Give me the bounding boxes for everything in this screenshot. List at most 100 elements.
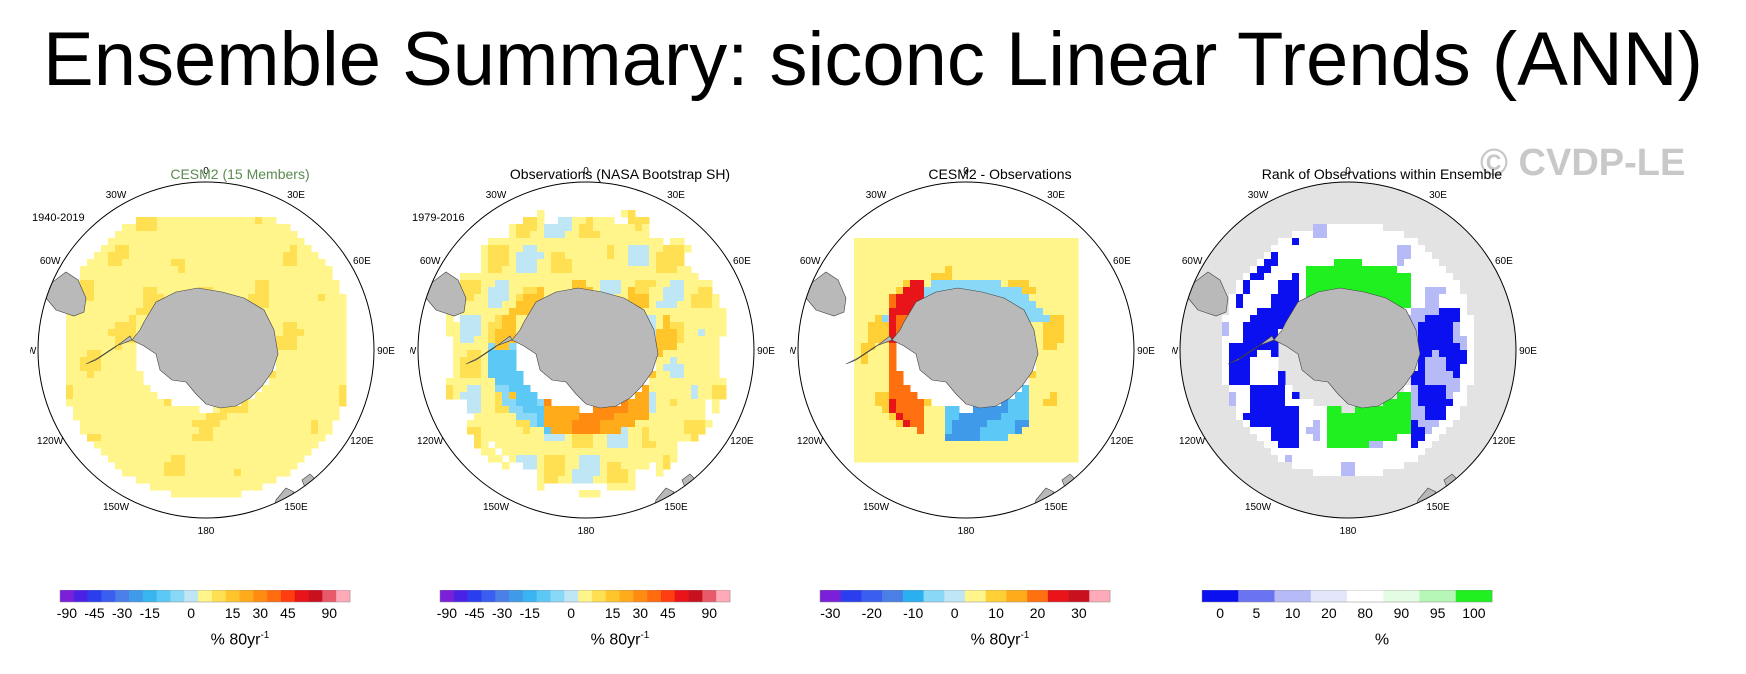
longitude-label: 180 — [578, 526, 595, 537]
antarctica — [1273, 287, 1421, 409]
longitude-label: 150W — [483, 502, 510, 513]
polar-map: 0 30E 60E 90E 120E 150E 180 150W 120W 90W 60W 30W — [790, 166, 1155, 537]
longitude-label: 60E — [1495, 256, 1513, 267]
colorbar-tick-label: 15 — [605, 605, 621, 621]
colorbar-swatch — [902, 590, 924, 602]
longitude-label: 30W — [106, 190, 127, 201]
colorbar-tick-label: -15 — [140, 605, 160, 621]
longitude-label: 0 — [963, 166, 969, 177]
colorbar: -90 -45 -30 -15 0 15 30 45 90 — [437, 590, 731, 621]
colorbar-swatch — [861, 590, 883, 602]
colorbar-tick-label: 95 — [1430, 605, 1446, 621]
colorbar-tick-label: -90 — [437, 605, 457, 621]
longitude-label: 30E — [287, 190, 305, 201]
longitude-label: 180 — [198, 526, 215, 537]
longitude-label: 90E — [377, 346, 395, 357]
longitude-label: 150E — [284, 502, 308, 513]
colorbar-tick-label: 90 — [701, 605, 717, 621]
colorbar-tick-label: -30 — [820, 605, 840, 621]
longitude-label: 90W — [790, 346, 797, 357]
longitude-label: 90W — [410, 346, 417, 357]
colorbar-swatch — [1027, 590, 1049, 602]
colorbar-tick-label: -30 — [112, 605, 132, 621]
colorbar-swatch — [882, 590, 904, 602]
colorbar-swatch — [840, 590, 862, 602]
colorbar-swatch — [253, 590, 268, 602]
colorbar-swatch — [591, 590, 607, 602]
colorbar-swatch — [702, 590, 717, 602]
longitude-label: 180 — [958, 526, 975, 537]
longitude-label: 30E — [667, 190, 685, 201]
longitude-label: 30E — [1047, 190, 1065, 201]
colorbar-tick-label: -90 — [57, 605, 77, 621]
units-text: % — [1374, 631, 1390, 649]
colorbar-swatch — [619, 590, 634, 602]
longitude-label: 60E — [353, 256, 371, 267]
colorbar-swatch — [142, 590, 157, 602]
panel-title: Observations (NASA Bootstrap SH) — [509, 166, 731, 182]
colorbar-swatch — [280, 590, 296, 602]
colorbar-tick-label: 90 — [1394, 605, 1410, 621]
colorbar-swatch — [336, 590, 351, 602]
units-label: % 80yr-1 — [410, 630, 830, 649]
period-label: 1940-2019 — [32, 212, 85, 224]
longitude-label: 30E — [1429, 190, 1447, 201]
units-label: % 80yr-1 — [30, 630, 450, 649]
colorbar-swatch — [308, 590, 323, 602]
longitude-label: 150E — [664, 502, 688, 513]
colorbar-swatch — [1455, 590, 1493, 602]
colorbar-swatch — [509, 590, 524, 602]
longitude-label: 120E — [730, 436, 754, 447]
colorbar: 0 5 10 20 80 90 95 100 — [1201, 590, 1493, 621]
antarctica — [131, 287, 279, 409]
colorbar: -30 -20 -10 0 10 20 30 — [819, 590, 1111, 621]
colorbar-tick-label: 30 — [1071, 605, 1087, 621]
longitude-label: 90E — [757, 346, 775, 357]
colorbar-tick-label: 15 — [225, 605, 241, 621]
longitude-label: 60W — [420, 256, 441, 267]
longitude-label: 180 — [1340, 526, 1357, 537]
colorbar-swatch — [495, 590, 510, 602]
units-label: % 80yr-1 — [790, 630, 1210, 649]
colorbar-tick-label: 10 — [988, 605, 1004, 621]
colorbar-swatch — [294, 590, 309, 602]
longitude-label: 90E — [1137, 346, 1155, 357]
longitude-label: 120E — [1110, 436, 1134, 447]
longitude-label: 60W — [1182, 256, 1203, 267]
units-text: % 80yr — [210, 631, 261, 649]
page-title: Ensemble Summary: siconc Linear Trends (… — [43, 17, 1703, 102]
units-text: % 80yr — [590, 631, 641, 649]
colorbar-tick-label: -20 — [862, 605, 882, 621]
antarctic-peninsula — [465, 335, 513, 365]
colorbar-swatch — [923, 590, 945, 602]
colorbar-swatch — [536, 590, 551, 602]
panel-observations: 0 30E 60E 90E 120E 150E 180 150W 120W 90W 60W 30W O… — [410, 160, 830, 660]
colorbar-swatch — [820, 590, 842, 602]
colorbar-swatch — [440, 590, 455, 602]
antarctica — [511, 287, 659, 409]
sea-ice-field — [1180, 182, 1516, 518]
colorbar-tick-label: 5 — [1252, 605, 1260, 621]
panel-difference: 0 30E 60E 90E 120E 150E 180 150W 120W 90W 60W 30W C… — [790, 160, 1210, 660]
sea-ice-field — [854, 238, 1079, 463]
longitude-label: 150E — [1044, 502, 1068, 513]
colorbar-tick-label: 20 — [1321, 605, 1337, 621]
colorbar-swatch — [716, 590, 731, 602]
longitude-label: 60E — [1113, 256, 1131, 267]
colorbar-swatch — [453, 590, 468, 602]
colorbar-swatch — [1274, 590, 1312, 602]
polar-map: 0 30E 60E 90E 120E 150E 180 150W 120W 90W 60W 30W — [410, 166, 775, 537]
longitude-label: 30W — [866, 190, 887, 201]
colorbar-tick-label: 90 — [321, 605, 337, 621]
units-exponent: -1 — [640, 630, 650, 641]
longitude-label: 60E — [733, 256, 751, 267]
colorbar-swatch — [605, 590, 620, 602]
antarctic-peninsula — [845, 335, 893, 365]
longitude-label: 60W — [800, 256, 821, 267]
colorbar-tick-label: 0 — [951, 605, 959, 621]
colorbar-tick-label: -45 — [84, 605, 104, 621]
panel-cesm2: 0 30E 60E 90E 120E 150E 180 150W 120W 90W 60W 30W C… — [30, 160, 450, 660]
longitude-label: 90E — [1519, 346, 1537, 357]
colorbar-frame — [819, 590, 1111, 603]
colorbar-swatch — [647, 590, 662, 602]
